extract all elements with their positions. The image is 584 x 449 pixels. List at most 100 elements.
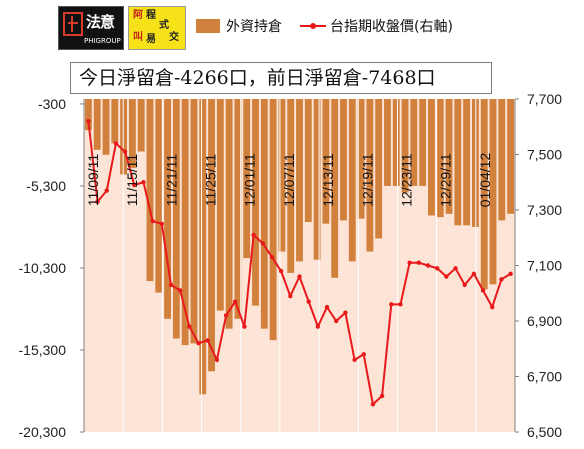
left-tick-label: -300 (38, 96, 66, 112)
price-point (196, 341, 201, 346)
price-point (306, 299, 311, 304)
aqcs-char: 式 (159, 20, 169, 31)
x-tick-label: 12/19/11 (359, 153, 375, 207)
right-tick-label: 6,700 (527, 369, 562, 385)
right-tick-label: 7,700 (527, 91, 562, 107)
price-point (361, 352, 366, 357)
bar (480, 99, 488, 290)
aqcs-char: 阿 (133, 10, 143, 21)
price-point (453, 266, 458, 271)
price-point (141, 180, 146, 185)
bar (234, 99, 242, 319)
x-tick-label: 12/23/11 (398, 153, 414, 207)
bar (155, 99, 163, 293)
x-tick-label: 11/15/11 (124, 154, 140, 207)
bar (454, 99, 462, 226)
bar (181, 99, 189, 346)
price-point (334, 318, 339, 324)
price-point (132, 182, 137, 188)
price-point (233, 299, 238, 304)
bar (348, 99, 356, 262)
x-tick-label: 12/13/11 (320, 153, 336, 207)
chart-title: 今日淨留倉-4266口，前日淨留倉-7468口 (70, 62, 492, 94)
price-point (168, 282, 174, 288)
bar (313, 99, 321, 260)
x-tick-label: 12/01/11 (242, 153, 258, 207)
x-tick-label: 12/29/11 (438, 153, 454, 207)
price-point (352, 357, 357, 363)
right-tick-label: 7,100 (527, 258, 562, 274)
price-point (398, 302, 403, 307)
price-point (462, 282, 467, 288)
phigroup-logo: 法意 PHIGROUP (58, 6, 124, 50)
right-tick-label: 6,900 (527, 313, 562, 329)
bar (102, 99, 110, 155)
bar (287, 99, 295, 273)
price-point (444, 274, 449, 279)
bar (489, 99, 497, 285)
price-point (269, 254, 275, 260)
price-point (425, 263, 431, 268)
price-point (297, 274, 302, 279)
x-tick-label: 11/25/11 (203, 154, 219, 207)
price-point (370, 402, 376, 407)
bar (463, 99, 471, 226)
bar (410, 99, 418, 186)
phigroup-en: PHIGROUP (84, 37, 121, 45)
price-point (205, 338, 210, 343)
bar (436, 99, 444, 218)
bar (419, 99, 427, 186)
price-point (214, 357, 220, 363)
left-tick-label: -5,300 (26, 178, 66, 194)
bar (428, 99, 435, 216)
x-tick-label: 11/09/11 (85, 154, 101, 207)
bar (445, 99, 453, 214)
price-point (324, 304, 330, 310)
price-point (177, 288, 183, 293)
x-tick-label: 11/21/11 (163, 154, 179, 207)
bar (498, 99, 506, 221)
price-point (251, 232, 256, 238)
bar (322, 99, 330, 224)
left-tick-label: -20,300 (19, 424, 67, 440)
bar (84, 99, 92, 131)
left-tick-label: -10,300 (19, 260, 67, 276)
aqcs-char: 叫 (133, 32, 143, 43)
price-point (187, 324, 192, 329)
bar (199, 99, 207, 395)
bar (111, 99, 119, 144)
price-point (389, 302, 394, 307)
bar (260, 99, 268, 329)
bar (357, 99, 365, 219)
right-tick-label: 7,500 (527, 147, 562, 163)
bar (384, 99, 391, 186)
price-point (159, 221, 165, 227)
bar (366, 99, 374, 252)
price-point (315, 324, 321, 329)
price-point (343, 310, 348, 315)
bar (507, 99, 515, 214)
price-point (490, 304, 495, 310)
price-point (223, 313, 229, 318)
bar (146, 99, 154, 282)
bar (278, 99, 286, 252)
price-point (86, 119, 91, 124)
price-point (416, 260, 422, 265)
aqcs-char: 交 (169, 32, 179, 43)
right-tick-label: 7,300 (527, 202, 562, 218)
price-point (113, 141, 119, 146)
price-point (471, 271, 477, 277)
bar (252, 99, 259, 306)
price-point (122, 149, 128, 154)
legend-bar-label: 外資持倉 (226, 19, 282, 35)
bar (128, 99, 136, 168)
price-point (150, 218, 155, 224)
price-point (278, 268, 284, 274)
right-tick-label: 6,500 (527, 424, 562, 440)
x-tick-label: 01/04/12 (477, 153, 493, 208)
price-point (499, 277, 504, 282)
bar (190, 99, 198, 344)
aqcs-char: 易 (146, 34, 156, 45)
chart-legend: 外資持倉 台指期收盤價(右軸) (196, 16, 453, 36)
